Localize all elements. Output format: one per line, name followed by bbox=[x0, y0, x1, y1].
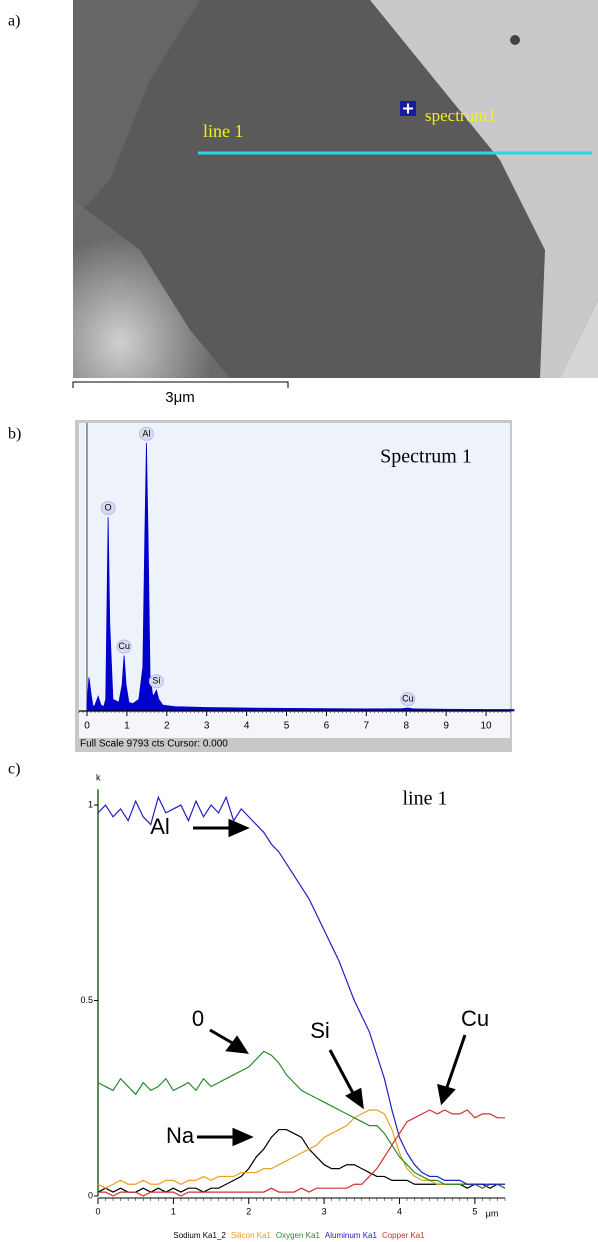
y-tick-label: 0.5 bbox=[80, 995, 93, 1005]
peak-label-bg bbox=[116, 639, 132, 654]
x-tick-label: 6 bbox=[324, 721, 330, 732]
annotation: Na bbox=[166, 1123, 195, 1148]
x-axis-label: μm bbox=[486, 1208, 499, 1218]
x-tick-label: 5 bbox=[284, 721, 290, 732]
panel-label: c) bbox=[8, 761, 20, 778]
series-line bbox=[97, 1128, 506, 1193]
legend-entry: Copper Ka1 bbox=[382, 1231, 425, 1240]
y-tick-label: 1 bbox=[88, 799, 93, 809]
series-line bbox=[97, 1109, 505, 1189]
scale-bar-label: 3μm bbox=[165, 389, 194, 406]
peak-label: Cu bbox=[402, 693, 414, 703]
x-tick-label: 0 bbox=[84, 721, 90, 732]
x-tick-label: 4 bbox=[397, 1206, 402, 1216]
x-tick-label: 1 bbox=[171, 1206, 176, 1216]
x-tick-label: 8 bbox=[403, 721, 409, 732]
arrows bbox=[193, 818, 467, 1147]
chart-title: Spectrum 1 bbox=[380, 446, 472, 468]
legend-entry: Sodium Ka1_2 bbox=[173, 1231, 226, 1240]
legend-entry: Silicon Ka1 bbox=[231, 1231, 272, 1240]
caption: Full Scale 9793 cts Cursor: 0.000 bbox=[80, 739, 228, 750]
x-tick-label: 3 bbox=[322, 1206, 327, 1216]
peak-label-bg bbox=[100, 501, 116, 516]
x-tick-label: 1 bbox=[124, 721, 130, 732]
sem-image: line 1 spectrum1 3μm bbox=[72, 0, 598, 406]
legend-entry: Oxygen Ka1 bbox=[276, 1231, 321, 1240]
annotation: Cu bbox=[461, 1006, 489, 1031]
annotation: 0 bbox=[192, 1006, 204, 1031]
x-tick-label: 0 bbox=[95, 1206, 100, 1216]
x-tick-label: 5 bbox=[472, 1206, 477, 1216]
x-tick-label: 10 bbox=[480, 721, 492, 732]
peak-label-bg bbox=[400, 692, 416, 707]
peak-label: Si bbox=[152, 676, 160, 686]
x-tick-label: 4 bbox=[244, 721, 250, 732]
annotation: Si bbox=[310, 1018, 330, 1043]
x-tick-label: 3 bbox=[204, 721, 210, 732]
panel-label: a) bbox=[8, 13, 20, 30]
annotation: Al bbox=[150, 814, 170, 839]
y-tick-label: 0 bbox=[88, 1190, 93, 1200]
line-label: line 1 bbox=[203, 121, 244, 141]
legend-entry: Aluminum Ka1 bbox=[325, 1231, 378, 1240]
peak-label: Cu bbox=[118, 641, 130, 651]
peak-label-bg bbox=[148, 674, 164, 689]
x-tick-label: 7 bbox=[364, 721, 370, 732]
y-axis-label: k bbox=[96, 772, 101, 782]
peak-label-bg bbox=[138, 426, 154, 441]
series-line bbox=[98, 1109, 505, 1197]
x-tick-label: 9 bbox=[443, 721, 449, 732]
spectrum-area bbox=[86, 442, 515, 712]
peak-label: O bbox=[105, 502, 112, 512]
series-line bbox=[97, 795, 505, 1185]
x-tick-label: 2 bbox=[164, 721, 170, 732]
legend: Sodium Ka1_2 Silicon Ka1 Oxygen Ka1 Aluminu… bbox=[173, 1231, 425, 1240]
point-label: spectrum1 bbox=[425, 106, 496, 125]
x-tick-label: 2 bbox=[246, 1206, 251, 1216]
peak-label: Al bbox=[142, 428, 150, 438]
series-line bbox=[97, 1050, 506, 1189]
panel-label: b) bbox=[8, 426, 21, 443]
chart-title: line 1 bbox=[403, 788, 448, 810]
